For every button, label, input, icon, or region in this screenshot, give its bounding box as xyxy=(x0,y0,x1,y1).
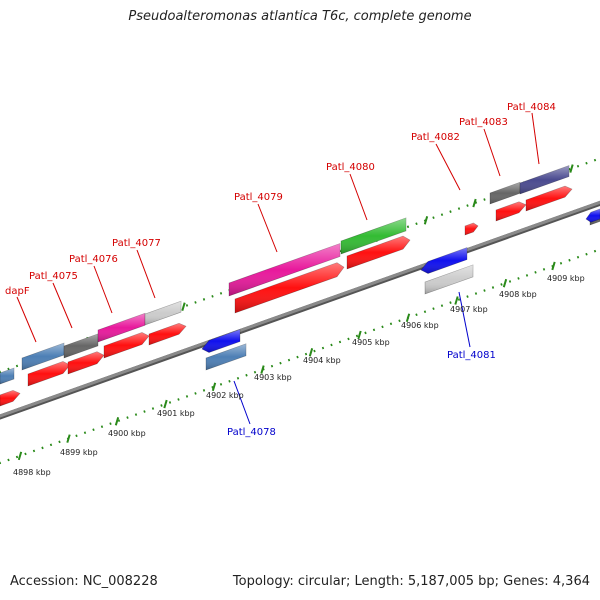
feature-patl4078-box xyxy=(205,343,247,371)
scale-label: 4909 kbp xyxy=(547,274,585,283)
feature-patl4084-box xyxy=(519,165,570,195)
genome-backbone xyxy=(0,200,600,420)
leader-line xyxy=(257,203,278,253)
feature-patl4081-arrow xyxy=(420,247,468,274)
gene-label: Patl_4081 xyxy=(447,350,496,361)
gene-label: Patl_4080 xyxy=(326,162,375,173)
label-leaders xyxy=(16,112,540,425)
scale-label: 4904 kbp xyxy=(303,356,341,365)
feature-patl4076-box xyxy=(97,312,146,343)
leader-line xyxy=(233,380,251,425)
leader-line xyxy=(458,291,471,348)
feature-right-edge-arrow xyxy=(585,208,600,223)
gene-label: Patl_4077 xyxy=(112,238,161,249)
leader-line xyxy=(435,143,461,191)
feature-patl4080-box xyxy=(340,217,407,255)
scale-label: 4898 kbp xyxy=(13,468,51,477)
scale-label: 4906 kbp xyxy=(401,321,439,330)
leader-line xyxy=(483,128,501,177)
accession-text: Accession: NC_008228 xyxy=(10,574,158,589)
leader-line xyxy=(52,282,73,329)
scale-label: 4899 kbp xyxy=(60,448,98,457)
scale-label: 4907 kbp xyxy=(450,305,488,314)
feature-red-1 xyxy=(27,361,71,387)
feature-red-8 xyxy=(495,201,527,222)
genome-stats-text: Topology: circular; Length: 5,187,005 bp… xyxy=(232,574,590,589)
feature-patl4078-arrow xyxy=(201,329,241,353)
gene-label: Patl_4082 xyxy=(411,132,460,143)
labels: 4898 kbp 4899 kbp 4900 kbp 4901 kbp 4902 kbp… xyxy=(5,102,585,477)
feature-patl4083-box xyxy=(489,181,521,205)
scale-label: 4908 kbp xyxy=(499,290,537,299)
leader-line xyxy=(93,265,113,314)
scale-label: 4905 kbp xyxy=(352,338,390,347)
feature-red-3 xyxy=(103,332,150,359)
feature-patl4081-box xyxy=(424,264,474,295)
gene-label: dapF xyxy=(5,286,30,297)
feature-red-7 xyxy=(464,222,479,236)
map-title: Pseudoalteromonas atlantica T6c, complet… xyxy=(128,9,472,24)
feature-red-5 xyxy=(234,262,345,314)
lower-major-ticks xyxy=(17,261,556,461)
feature-dapF-box xyxy=(0,367,15,385)
gene-label: Patl_4076 xyxy=(69,254,118,265)
scale-label: 4900 kbp xyxy=(108,429,146,438)
leader-line xyxy=(349,173,368,221)
feature-red-0 xyxy=(0,390,21,407)
feature-red-6 xyxy=(346,235,411,270)
feature-patl4075b-box xyxy=(63,333,99,359)
scale-label: 4902 kbp xyxy=(206,391,244,400)
leader-line xyxy=(531,112,540,165)
gene-label: Patl_4078 xyxy=(227,427,276,438)
gene-label: Patl_4083 xyxy=(459,117,508,128)
scale-label: 4901 kbp xyxy=(157,409,195,418)
feature-red-2 xyxy=(67,351,105,375)
feature-patl4079-box xyxy=(228,243,341,297)
gene-features xyxy=(0,165,600,407)
feature-patl4077-box xyxy=(144,300,182,326)
gene-label: Patl_4075 xyxy=(29,271,78,282)
scale-label: 4903 kbp xyxy=(254,373,292,382)
feature-red-4 xyxy=(148,322,187,346)
gene-label: Patl_4084 xyxy=(507,102,556,113)
gene-label: Patl_4079 xyxy=(234,192,283,203)
feature-red-9 xyxy=(525,185,573,212)
leader-line xyxy=(16,296,37,343)
leader-line xyxy=(136,249,156,299)
